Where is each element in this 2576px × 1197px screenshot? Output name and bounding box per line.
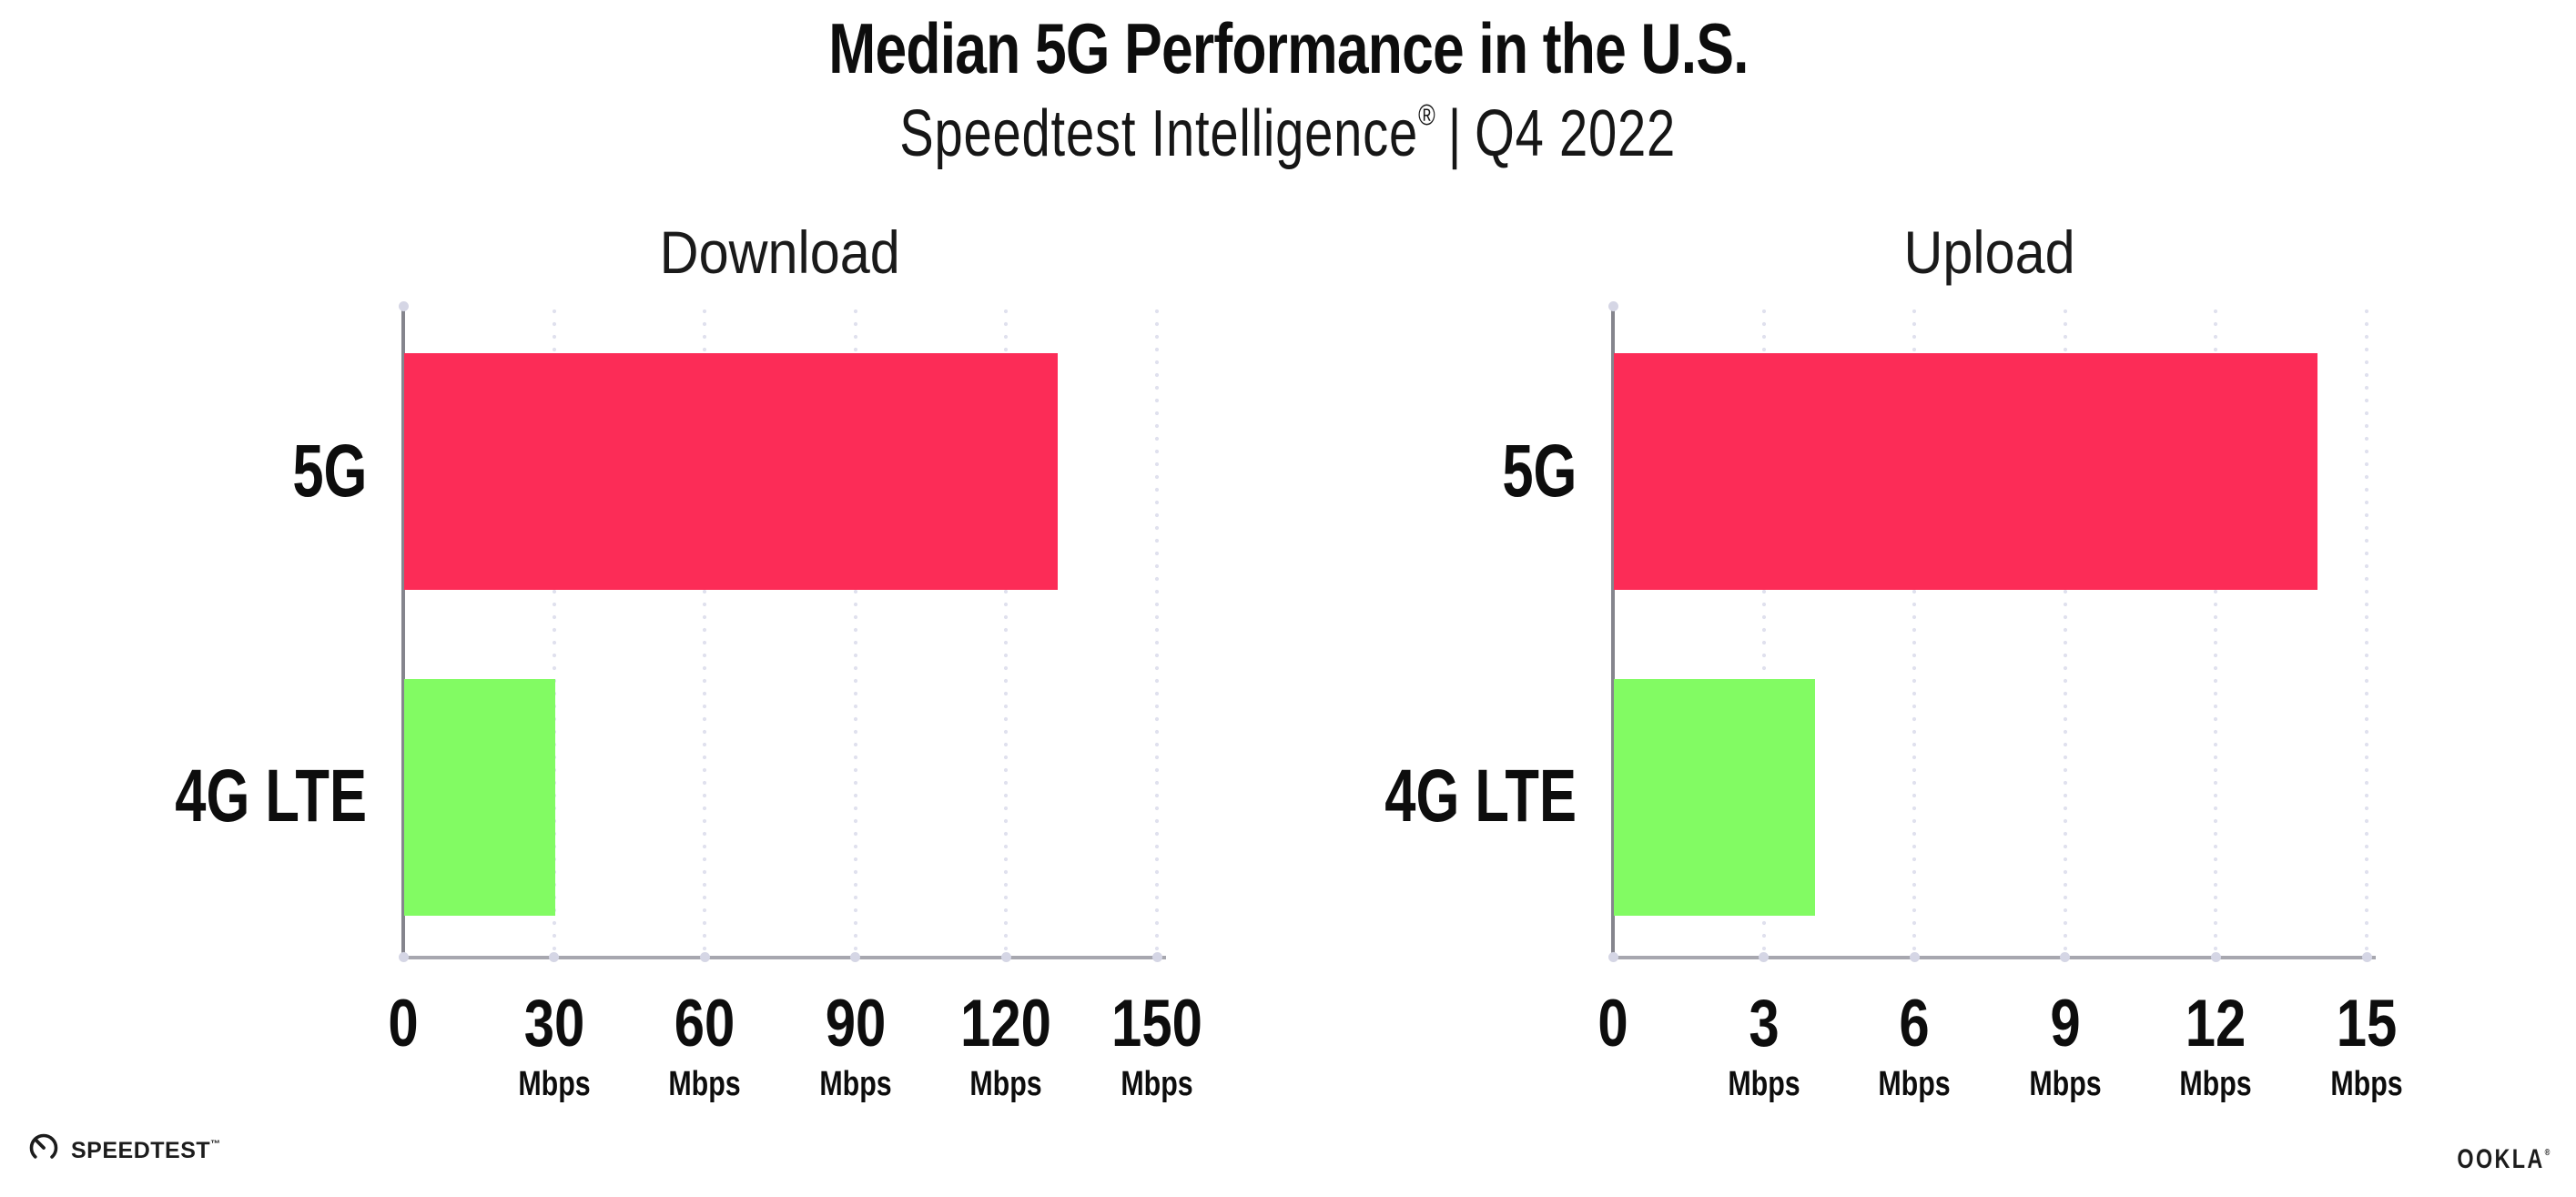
download-chart-title: Download <box>659 218 901 286</box>
gridline <box>703 305 707 956</box>
tick-label: 150 <box>1111 987 1202 1060</box>
axis-tick-dot <box>398 952 409 962</box>
tick-unit-label: Mbps <box>969 1065 1043 1103</box>
gridline <box>2214 305 2218 956</box>
tick-label: 15 <box>2336 987 2398 1060</box>
axis-tick-dot <box>1759 952 1770 962</box>
trademark-mark: ™ <box>210 1139 221 1150</box>
upload-chart: Upload 0 3 Mbps 6 Mbps 9 Mbps 12 Mbps 15 Mbps 5G 4G … <box>1384 0 2403 1197</box>
axis-tick-dot <box>1607 952 1618 962</box>
gridline <box>1912 305 1917 956</box>
subtitle-separator: | <box>1448 97 1463 170</box>
axis-tick-dot <box>1000 952 1011 962</box>
x-axis-line <box>401 956 1166 959</box>
tick-label: 12 <box>2186 987 2246 1060</box>
ookla-wordmark: OOKLA® <box>2457 1144 2552 1174</box>
gridline <box>1004 305 1009 956</box>
speedtest-logo: SPEEDTEST™ <box>27 1131 221 1164</box>
page-title: Median 5G Performance in the U.S. <box>0 13 2576 84</box>
axis-tick-dot <box>2361 952 2372 962</box>
upload-chart-title: Upload <box>1903 218 2076 286</box>
tick-unit-label: Mbps <box>2179 1065 2253 1103</box>
tick-unit-label: Mbps <box>1727 1065 1800 1103</box>
tick-unit-label: Mbps <box>1878 1065 1951 1103</box>
subtitle-period: Q4 2022 <box>1475 97 1677 170</box>
bar-5g <box>1614 353 2317 590</box>
download-chart: Download 0 30 Mbps 60 Mbps 90 Mbps 120 Mbps 150 Mb… <box>175 0 1202 1197</box>
registered-mark: ® <box>1418 98 1436 131</box>
gridline <box>2063 305 2067 956</box>
subtitle-brand: Speedtest Intelligence <box>899 97 1419 170</box>
registered-mark: ® <box>2544 1148 2552 1158</box>
speedtest-gauge-icon <box>29 1133 58 1162</box>
y-axis-line <box>1611 305 1615 961</box>
tick-label: 6 <box>1899 987 1930 1060</box>
x-axis-line <box>1611 956 2376 959</box>
tick-label: 90 <box>825 987 887 1060</box>
tick-label: 0 <box>388 987 419 1060</box>
axis-tick-dot <box>699 952 710 962</box>
category-label-5g: 5G <box>1501 430 1577 512</box>
upload-plot-area: 0 3 Mbps 6 Mbps 9 Mbps 12 Mbps 15 Mbps 5G 4G LTE <box>1384 301 2403 1101</box>
tick-unit-label: Mbps <box>1121 1065 1193 1103</box>
category-label-4g-lte: 4G LTE <box>175 755 367 837</box>
tick-unit-label: Mbps <box>2029 1065 2102 1103</box>
tick-label: 9 <box>2050 987 2081 1060</box>
axis-tick-dot <box>1151 952 1162 962</box>
bar-4g-lte <box>404 679 555 916</box>
axis-end-dot <box>398 301 409 311</box>
gridline <box>853 305 857 956</box>
tick-unit-label: Mbps <box>2330 1065 2403 1103</box>
gridline <box>2365 305 2368 956</box>
ookla-logo: OOKLA® <box>2430 1140 2552 1173</box>
gridline <box>1155 305 1159 956</box>
gridline <box>552 305 556 956</box>
axis-tick-dot <box>850 952 861 962</box>
axis-end-dot <box>1607 301 1618 311</box>
tick-unit-label: Mbps <box>668 1065 741 1103</box>
tick-label: 60 <box>674 987 735 1060</box>
tick-label: 0 <box>1597 987 1628 1060</box>
category-label-4g-lte: 4G LTE <box>1384 755 1577 837</box>
tick-label: 3 <box>1748 987 1780 1060</box>
bar-5g <box>404 353 1058 590</box>
tick-label: 30 <box>523 987 584 1060</box>
category-label-5g: 5G <box>291 430 367 512</box>
page-title-text: Median 5G Performance in the U.S. <box>827 8 1749 88</box>
y-axis-line <box>401 305 405 961</box>
axis-tick-dot <box>549 952 560 962</box>
download-plot-area: 0 30 Mbps 60 Mbps 90 Mbps 120 Mbps 150 Mbps 5G 4G LT… <box>175 301 1202 1101</box>
tick-unit-label: Mbps <box>517 1065 591 1103</box>
tick-unit-label: Mbps <box>819 1065 892 1103</box>
page-subtitle: Speedtest Intelligence® | Q4 2022 <box>0 100 2576 167</box>
speedtest-wordmark: SPEEDTEST™ <box>71 1138 221 1163</box>
tick-label: 120 <box>960 987 1052 1060</box>
bar-4g-lte <box>1614 679 1815 916</box>
gridline <box>1761 305 1766 956</box>
axis-tick-dot <box>2210 952 2221 962</box>
axis-tick-dot <box>1909 952 1920 962</box>
axis-tick-dot <box>2060 952 2071 962</box>
